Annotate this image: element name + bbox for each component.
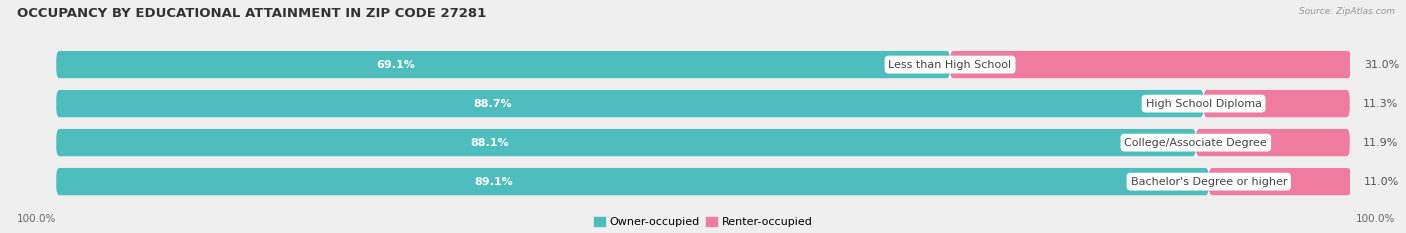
Text: 11.9%: 11.9% [1362, 138, 1398, 148]
FancyBboxPatch shape [56, 90, 1350, 117]
Text: 11.0%: 11.0% [1364, 177, 1399, 187]
FancyBboxPatch shape [56, 51, 1350, 78]
Text: 88.1%: 88.1% [470, 138, 509, 148]
Text: Source: ZipAtlas.com: Source: ZipAtlas.com [1299, 7, 1395, 16]
Text: 31.0%: 31.0% [1364, 60, 1399, 70]
Text: Less than High School: Less than High School [889, 60, 1012, 70]
FancyBboxPatch shape [950, 51, 1351, 78]
Text: 100.0%: 100.0% [1355, 214, 1395, 224]
Legend: Owner-occupied, Renter-occupied: Owner-occupied, Renter-occupied [593, 217, 813, 227]
FancyBboxPatch shape [56, 51, 950, 78]
Text: Bachelor's Degree or higher: Bachelor's Degree or higher [1130, 177, 1286, 187]
FancyBboxPatch shape [56, 168, 1209, 195]
Text: 11.3%: 11.3% [1362, 99, 1398, 109]
FancyBboxPatch shape [56, 168, 1350, 195]
FancyBboxPatch shape [56, 129, 1350, 156]
FancyBboxPatch shape [56, 90, 1204, 117]
FancyBboxPatch shape [1209, 168, 1351, 195]
Text: 88.7%: 88.7% [472, 99, 512, 109]
FancyBboxPatch shape [56, 129, 1197, 156]
Text: 100.0%: 100.0% [17, 214, 56, 224]
FancyBboxPatch shape [1204, 90, 1350, 117]
Text: 89.1%: 89.1% [475, 177, 513, 187]
Text: 69.1%: 69.1% [377, 60, 415, 70]
Text: College/Associate Degree: College/Associate Degree [1125, 138, 1267, 148]
Text: High School Diploma: High School Diploma [1146, 99, 1261, 109]
FancyBboxPatch shape [1197, 129, 1350, 156]
Text: OCCUPANCY BY EDUCATIONAL ATTAINMENT IN ZIP CODE 27281: OCCUPANCY BY EDUCATIONAL ATTAINMENT IN Z… [17, 7, 486, 20]
